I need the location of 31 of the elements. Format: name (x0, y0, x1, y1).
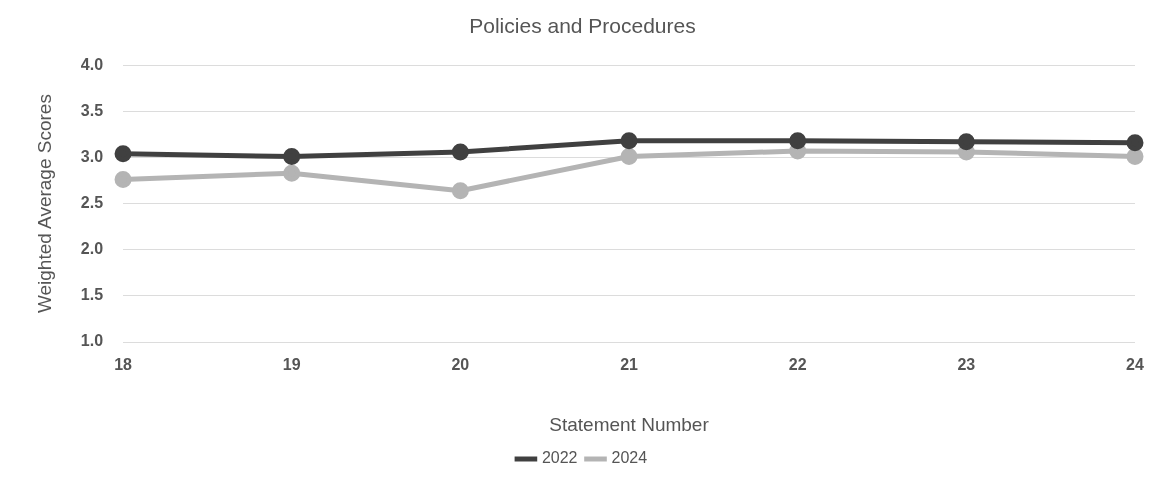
legend-label: 2022 (541, 449, 578, 467)
x-tick-label: 23 (957, 356, 976, 374)
y-tick-label: 2.5 (80, 194, 104, 212)
point (114, 171, 132, 189)
point (283, 148, 301, 166)
point (283, 164, 301, 182)
chart-title: Policies and Procedures (469, 14, 696, 38)
x-axis-title: Statement Number (549, 413, 710, 435)
point (957, 133, 975, 151)
y-tick-label: 2.0 (80, 240, 104, 258)
point (620, 148, 638, 166)
x-tick-label: 24 (1126, 356, 1144, 374)
x-tick-label: 19 (282, 356, 301, 374)
y-tick-label: 3.5 (80, 101, 104, 119)
point (451, 182, 469, 200)
point (1126, 148, 1144, 166)
x-tick-label: 22 (788, 356, 807, 374)
point (114, 145, 132, 163)
y-tick-label: 1.5 (80, 286, 104, 304)
legend-label: 2024 (611, 449, 648, 467)
y-tick-label: 4.0 (80, 55, 104, 73)
y-tick-label: 1.0 (80, 332, 104, 350)
point (451, 143, 469, 161)
point (789, 132, 807, 150)
x-tick-label: 20 (451, 356, 470, 374)
point (620, 132, 638, 150)
point (1126, 134, 1144, 152)
x-tick-label: 21 (620, 356, 639, 374)
x-tick-label: 18 (114, 356, 133, 374)
y-axis-title: Weighted Average Scores (33, 94, 55, 314)
y-tick-label: 3.0 (80, 147, 104, 165)
